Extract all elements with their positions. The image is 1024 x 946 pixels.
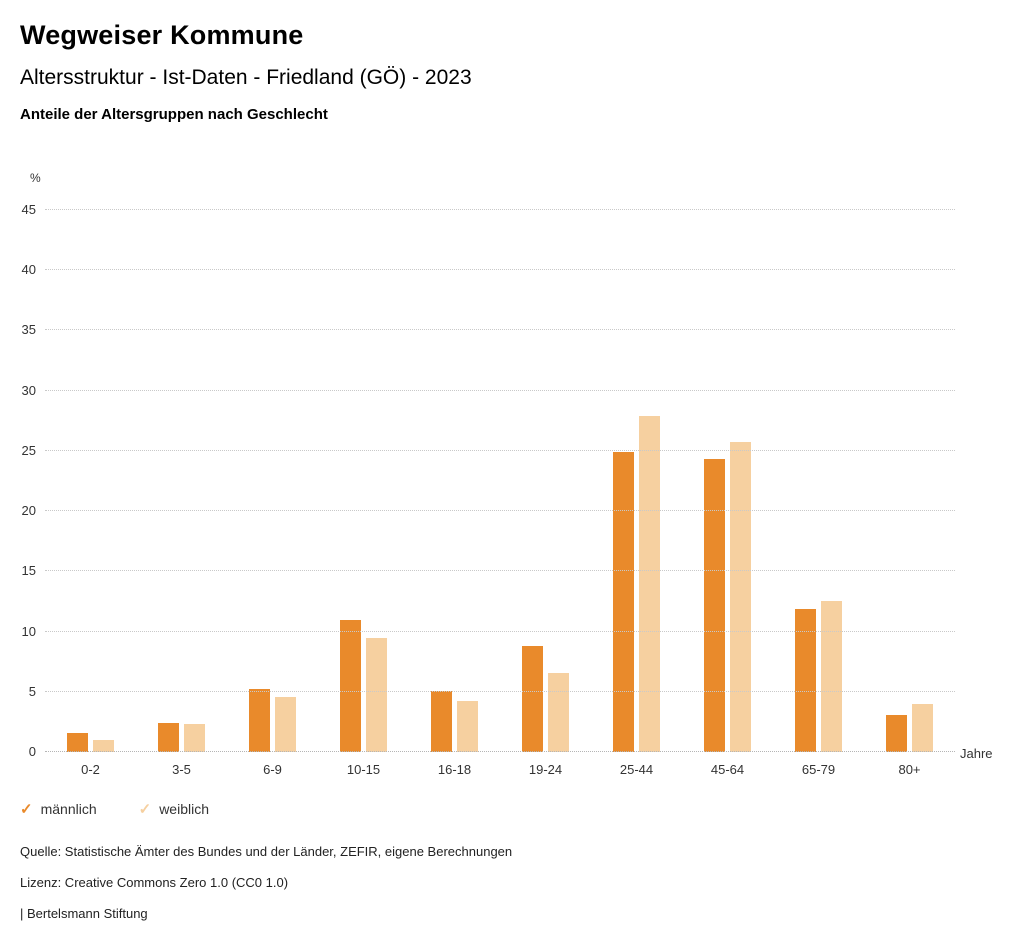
y-tick-label: 40 (21, 262, 36, 278)
bar-weiblich-45-64[interactable] (730, 442, 751, 752)
bar-weiblich-16-18[interactable] (457, 701, 478, 752)
bar-männlich-6-9[interactable] (249, 689, 270, 752)
gridline (45, 630, 955, 632)
y-tick-label: 15 (21, 563, 36, 579)
gridline (45, 389, 955, 391)
y-tick-label: 20 (21, 503, 36, 519)
bar-männlich-3-5[interactable] (158, 723, 179, 752)
x-axis-labels: 0-2 3-5 6-9 10-15 16-18 19-24 25-44 45-64 65-79 8… (45, 762, 955, 777)
y-axis-labels: 0 5 10 15 20 25 30 35 40 45 (0, 202, 36, 759)
bar-männlich-65-79[interactable] (795, 608, 816, 752)
check-icon: ✓ (20, 800, 33, 818)
bar-group-16-18 (409, 210, 500, 752)
legend-label: männlich (40, 801, 97, 817)
gridline (45, 209, 955, 210)
bar-group-19-24 (500, 210, 591, 752)
y-tick-label: 25 (21, 442, 36, 458)
legend-item-männlich[interactable]: ✓ männlich (20, 801, 97, 817)
check-icon: ✓ (138, 800, 152, 818)
bar-weiblich-19-24[interactable] (548, 672, 569, 752)
source-text: Quelle: Statistische Ämter des Bundes un… (20, 844, 513, 859)
bar-weiblich-80+[interactable] (912, 703, 933, 752)
bar-weiblich-10-15[interactable] (366, 637, 387, 752)
x-tick-label: 19-24 (528, 762, 563, 777)
y-axis-unit-label: % (30, 171, 41, 185)
x-tick-label: 45-64 (710, 762, 745, 777)
bar-männlich-0-2[interactable] (67, 732, 88, 752)
bar-weiblich-65-79[interactable] (821, 601, 842, 752)
gridline (45, 751, 955, 752)
x-tick-label: 0-2 (81, 762, 100, 777)
brand-text: | Bertelsmann Stiftung (20, 906, 148, 921)
bar-weiblich-3-5[interactable] (184, 724, 205, 752)
legend-label: weiblich (159, 801, 209, 817)
x-tick-label: 3-5 (172, 762, 191, 777)
bar-group-10-15 (318, 210, 409, 752)
legend-item-weiblich[interactable]: ✓ weiblich (139, 801, 209, 817)
gridline (45, 449, 955, 451)
gridline (45, 510, 955, 512)
bar-männlich-10-15[interactable] (340, 619, 361, 752)
gridline (45, 269, 955, 271)
bar-männlich-25-44[interactable] (613, 452, 634, 752)
bar-group-25-44 (591, 210, 682, 752)
gridline (45, 329, 955, 331)
legend: ✓ männlich ✓ weiblich (20, 801, 209, 817)
chart-subtitle: Altersstruktur - Ist-Daten - Friedland (… (20, 66, 472, 89)
bar-männlich-45-64[interactable] (704, 459, 725, 752)
y-tick-label: 5 (28, 683, 36, 699)
chart-title: Anteile der Altersgruppen nach Geschlech… (20, 106, 328, 123)
y-tick-label: 35 (21, 322, 36, 338)
bar-weiblich-6-9[interactable] (275, 696, 296, 752)
page-title: Wegweiser Kommune (20, 20, 304, 50)
bar-weiblich-0-2[interactable] (93, 739, 114, 752)
bar-männlich-19-24[interactable] (522, 646, 543, 752)
bar-group-3-5 (136, 210, 227, 752)
y-tick-label: 30 (21, 382, 36, 398)
gridline (45, 690, 955, 692)
x-axis-unit-label: Jahre (960, 746, 993, 761)
y-tick-label: 0 (28, 744, 36, 759)
bars-container (45, 210, 955, 752)
bar-männlich-16-18[interactable] (431, 690, 452, 752)
bar-group-80+ (864, 210, 955, 752)
x-tick-label: 25-44 (619, 762, 654, 777)
bar-weiblich-25-44[interactable] (639, 415, 660, 752)
x-tick-label: 10-15 (346, 762, 381, 777)
x-tick-label: 80+ (898, 762, 921, 777)
gridline (45, 570, 955, 572)
bar-group-65-79 (773, 210, 864, 752)
bar-group-45-64 (682, 210, 773, 752)
license-text: Lizenz: Creative Commons Zero 1.0 (CC0 1… (20, 875, 289, 890)
bar-männlich-80+[interactable] (886, 714, 907, 752)
x-tick-label: 65-79 (801, 762, 836, 777)
plot-area (45, 209, 955, 752)
x-tick-label: 6-9 (263, 762, 282, 777)
y-tick-label: 10 (21, 623, 36, 639)
y-tick-label: 45 (21, 202, 36, 217)
bar-group-6-9 (227, 210, 318, 752)
bar-group-0-2 (45, 210, 136, 752)
x-tick-label: 16-18 (437, 762, 472, 777)
